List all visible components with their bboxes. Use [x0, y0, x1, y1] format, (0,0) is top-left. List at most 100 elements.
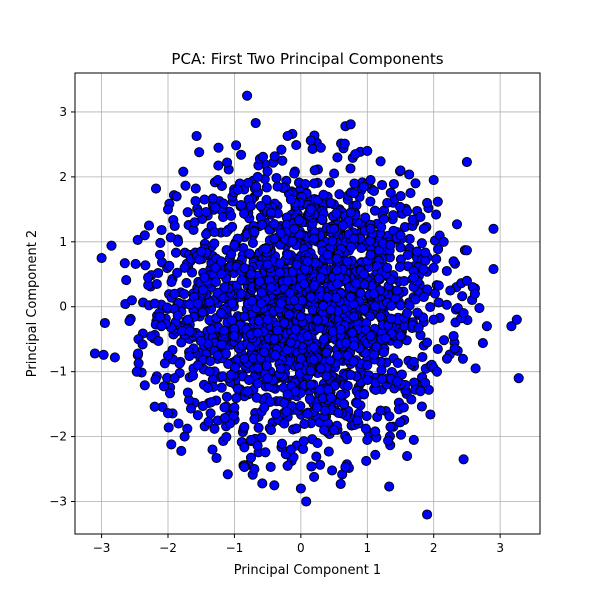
- data-point: [291, 423, 302, 434]
- data-point: [388, 210, 399, 221]
- data-point: [319, 334, 330, 345]
- data-point: [511, 314, 522, 325]
- data-point: [319, 425, 330, 436]
- data-point: [156, 224, 167, 236]
- data-point: [275, 298, 286, 309]
- data-point: [285, 194, 296, 205]
- data-point: [205, 356, 216, 367]
- data-point: [309, 280, 320, 291]
- data-point: [226, 210, 237, 221]
- data-point: [289, 223, 300, 234]
- data-point: [289, 168, 300, 179]
- x-tick-label: −3: [93, 541, 111, 555]
- data-point: [302, 408, 313, 419]
- data-point: [239, 462, 250, 473]
- data-point: [311, 402, 322, 413]
- data-point: [386, 300, 397, 311]
- data-point: [461, 245, 472, 256]
- data-point: [287, 236, 298, 247]
- data-point: [386, 313, 397, 324]
- data-point: [265, 207, 277, 218]
- data-point: [213, 160, 224, 171]
- data-point: [236, 199, 247, 211]
- data-point: [205, 408, 216, 419]
- data-point: [335, 478, 346, 490]
- data-point: [154, 249, 166, 260]
- data-point: [432, 343, 443, 355]
- data-point: [324, 177, 335, 188]
- data-point: [413, 322, 424, 333]
- data-point: [295, 353, 306, 364]
- data-point: [265, 425, 277, 436]
- data-point: [362, 360, 373, 371]
- data-point: [180, 180, 191, 191]
- data-point: [418, 264, 429, 275]
- data-point: [369, 301, 381, 312]
- data-point: [345, 163, 356, 174]
- data-point: [294, 215, 305, 226]
- data-point: [382, 197, 393, 208]
- data-point: [285, 337, 296, 348]
- data-point: [96, 252, 107, 264]
- data-point: [261, 360, 272, 371]
- data-point: [337, 220, 348, 231]
- data-point: [441, 265, 452, 277]
- data-point: [378, 214, 389, 225]
- data-point: [276, 144, 287, 155]
- data-point: [392, 376, 403, 387]
- y-axis-label: Principal Component 2: [25, 230, 40, 377]
- data-point: [251, 392, 262, 403]
- data-point: [347, 327, 358, 338]
- data-point: [169, 220, 180, 232]
- data-point: [352, 415, 363, 426]
- data-point: [239, 421, 250, 432]
- data-point: [325, 355, 336, 366]
- data-point: [178, 166, 189, 177]
- data-point: [245, 201, 257, 212]
- data-point: [255, 201, 266, 212]
- data-point: [257, 478, 268, 489]
- data-point: [260, 243, 271, 254]
- data-point: [348, 188, 360, 199]
- y-tick-label: 2: [59, 170, 67, 184]
- data-point: [305, 379, 316, 390]
- data-point: [226, 249, 237, 260]
- y-tick-label: −3: [49, 495, 67, 509]
- data-point: [282, 389, 293, 400]
- data-point: [162, 408, 174, 419]
- data-point: [201, 229, 212, 240]
- data-point: [327, 236, 338, 247]
- data-point: [417, 351, 428, 363]
- data-point: [431, 254, 442, 265]
- data-point: [269, 151, 280, 162]
- data-point: [392, 285, 403, 296]
- data-point: [448, 330, 459, 342]
- data-point: [355, 288, 366, 299]
- data-point: [216, 256, 227, 267]
- data-point: [239, 353, 250, 364]
- data-point: [398, 402, 409, 413]
- data-point: [209, 423, 220, 434]
- data-point: [146, 331, 157, 342]
- data-point: [395, 330, 406, 342]
- data-point: [396, 369, 407, 380]
- data-point: [249, 414, 260, 425]
- data-point: [245, 452, 257, 463]
- data-point: [275, 258, 286, 269]
- data-point: [239, 442, 250, 453]
- data-point: [457, 291, 468, 302]
- data-point: [365, 330, 376, 342]
- data-point: [250, 117, 261, 129]
- data-point: [323, 446, 334, 457]
- data-point: [179, 431, 190, 442]
- data-point: [195, 335, 206, 347]
- data-point: [251, 181, 262, 192]
- data-point: [182, 314, 193, 325]
- data-point: [162, 302, 173, 313]
- data-point: [191, 130, 202, 142]
- data-point: [254, 276, 265, 287]
- data-point: [311, 451, 322, 462]
- data-point: [295, 311, 306, 322]
- data-point: [130, 258, 141, 269]
- data-point: [219, 412, 230, 424]
